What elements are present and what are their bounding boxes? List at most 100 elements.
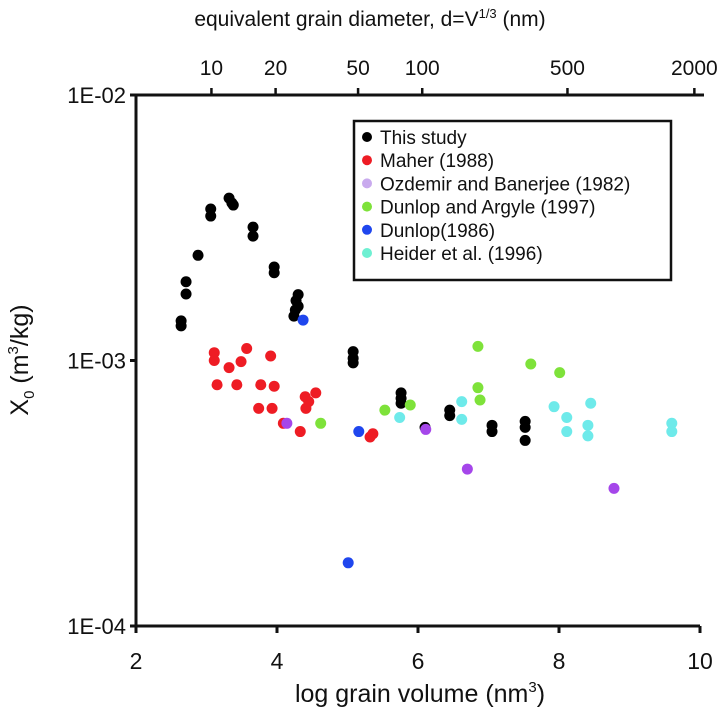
legend-item: This study xyxy=(362,128,467,149)
data-point xyxy=(472,382,484,394)
legend-item: Dunlop(1986) xyxy=(362,221,495,242)
data-point xyxy=(395,397,407,409)
data-point xyxy=(180,288,192,300)
data-point xyxy=(367,428,379,440)
data-point xyxy=(310,387,322,399)
data-point xyxy=(175,320,187,332)
data-point xyxy=(404,399,416,411)
data-point xyxy=(456,396,468,408)
series-dunlop-1986 xyxy=(297,314,365,569)
y-tick-label: 1E-04 xyxy=(67,614,126,639)
data-point xyxy=(548,401,560,413)
data-points xyxy=(175,192,678,569)
legend-item: Dunlop and Argyle (1997) xyxy=(362,198,595,219)
data-point xyxy=(394,411,406,423)
legend-label: Heider et al. (1996) xyxy=(380,244,543,265)
x-axis-ticks: 2 4 6 8 10 xyxy=(130,626,713,674)
data-point xyxy=(444,410,456,422)
series-maher-1988 xyxy=(208,342,379,443)
data-point xyxy=(247,230,259,242)
data-point xyxy=(519,434,531,446)
data-point xyxy=(456,413,468,425)
data-point xyxy=(525,358,537,370)
data-point xyxy=(247,221,259,233)
data-point xyxy=(231,379,243,391)
legend-marker xyxy=(362,201,372,212)
legend-label: Dunlop(1986) xyxy=(380,221,495,242)
top-tick-label: 10 xyxy=(200,57,223,80)
legend-label: Maher (1988) xyxy=(380,151,494,172)
legend-marker xyxy=(362,132,372,142)
legend-marker xyxy=(362,178,372,189)
data-point xyxy=(561,426,573,438)
data-point xyxy=(268,380,280,392)
data-point xyxy=(211,379,223,391)
x-tick-label: 4 xyxy=(271,648,284,674)
legend-item: Maher (1988) xyxy=(362,151,494,172)
top-tick-label: 20 xyxy=(264,57,287,80)
data-point xyxy=(208,347,220,359)
legend-marker xyxy=(362,224,372,235)
data-point xyxy=(297,314,309,326)
data-point xyxy=(235,356,247,368)
data-point xyxy=(315,417,327,429)
top-axis-title: equivalent grain diameter, d=V1/3 (nm) xyxy=(194,6,545,31)
x-axis-label: log grain volume (nm3) xyxy=(295,679,545,708)
data-point xyxy=(472,340,484,352)
y-tick-label: 1E-02 xyxy=(67,83,126,108)
data-point xyxy=(353,426,365,438)
data-point xyxy=(208,355,220,366)
data-point xyxy=(561,411,573,423)
top-tick-label: 100 xyxy=(405,57,440,80)
series-this-study xyxy=(175,192,531,446)
legend-label: Ozdemir and Banerjee (1982) xyxy=(380,174,630,195)
data-point xyxy=(300,402,312,414)
top-tick-label: 50 xyxy=(346,57,369,80)
data-point xyxy=(666,417,678,429)
data-point xyxy=(192,249,204,261)
data-point xyxy=(268,267,280,279)
y-tick-label: 1E-03 xyxy=(67,349,126,374)
top-axis-ticks: 10 20 50 100 500 2000 xyxy=(200,57,718,95)
y-axis-ticks: 1E-02 1E-03 1E-04 xyxy=(67,83,136,639)
legend-marker xyxy=(362,248,372,258)
legend-item: Ozdemir and Banerjee (1982) xyxy=(362,174,630,195)
data-point xyxy=(281,417,293,429)
y-axis-label: X0 (m3/kg) xyxy=(5,304,38,415)
legend-label: Dunlop and Argyle (1997) xyxy=(380,198,595,219)
data-point xyxy=(582,430,594,442)
data-point xyxy=(379,404,391,416)
data-point xyxy=(241,342,253,354)
data-point xyxy=(342,557,354,569)
series-ozdemir-and-banerjee-1982 xyxy=(281,417,620,494)
data-point xyxy=(180,276,192,288)
data-point xyxy=(608,482,620,494)
data-point xyxy=(253,402,265,414)
x-tick-label: 10 xyxy=(687,648,713,674)
legend-marker xyxy=(362,155,372,166)
data-point xyxy=(585,397,597,409)
data-point xyxy=(288,310,300,322)
legend-label: This study xyxy=(380,128,467,149)
data-point xyxy=(554,367,566,379)
x-tick-label: 2 xyxy=(130,648,143,674)
data-point xyxy=(266,402,278,414)
data-point xyxy=(582,419,594,431)
top-tick-label: 2000 xyxy=(671,57,718,80)
data-point xyxy=(223,362,235,374)
data-point xyxy=(294,426,306,438)
data-point xyxy=(474,394,486,406)
data-point xyxy=(255,379,267,391)
data-point xyxy=(347,357,359,369)
x-tick-label: 8 xyxy=(553,648,566,674)
series-heider-et-al-1996 xyxy=(394,396,678,442)
data-point xyxy=(519,421,531,433)
series-dunlop-and-argyle-1997 xyxy=(315,340,566,429)
data-point xyxy=(420,423,432,435)
x-tick-label: 6 xyxy=(412,648,425,674)
data-point xyxy=(461,463,473,475)
legend-box xyxy=(352,119,673,282)
data-point xyxy=(265,350,277,362)
